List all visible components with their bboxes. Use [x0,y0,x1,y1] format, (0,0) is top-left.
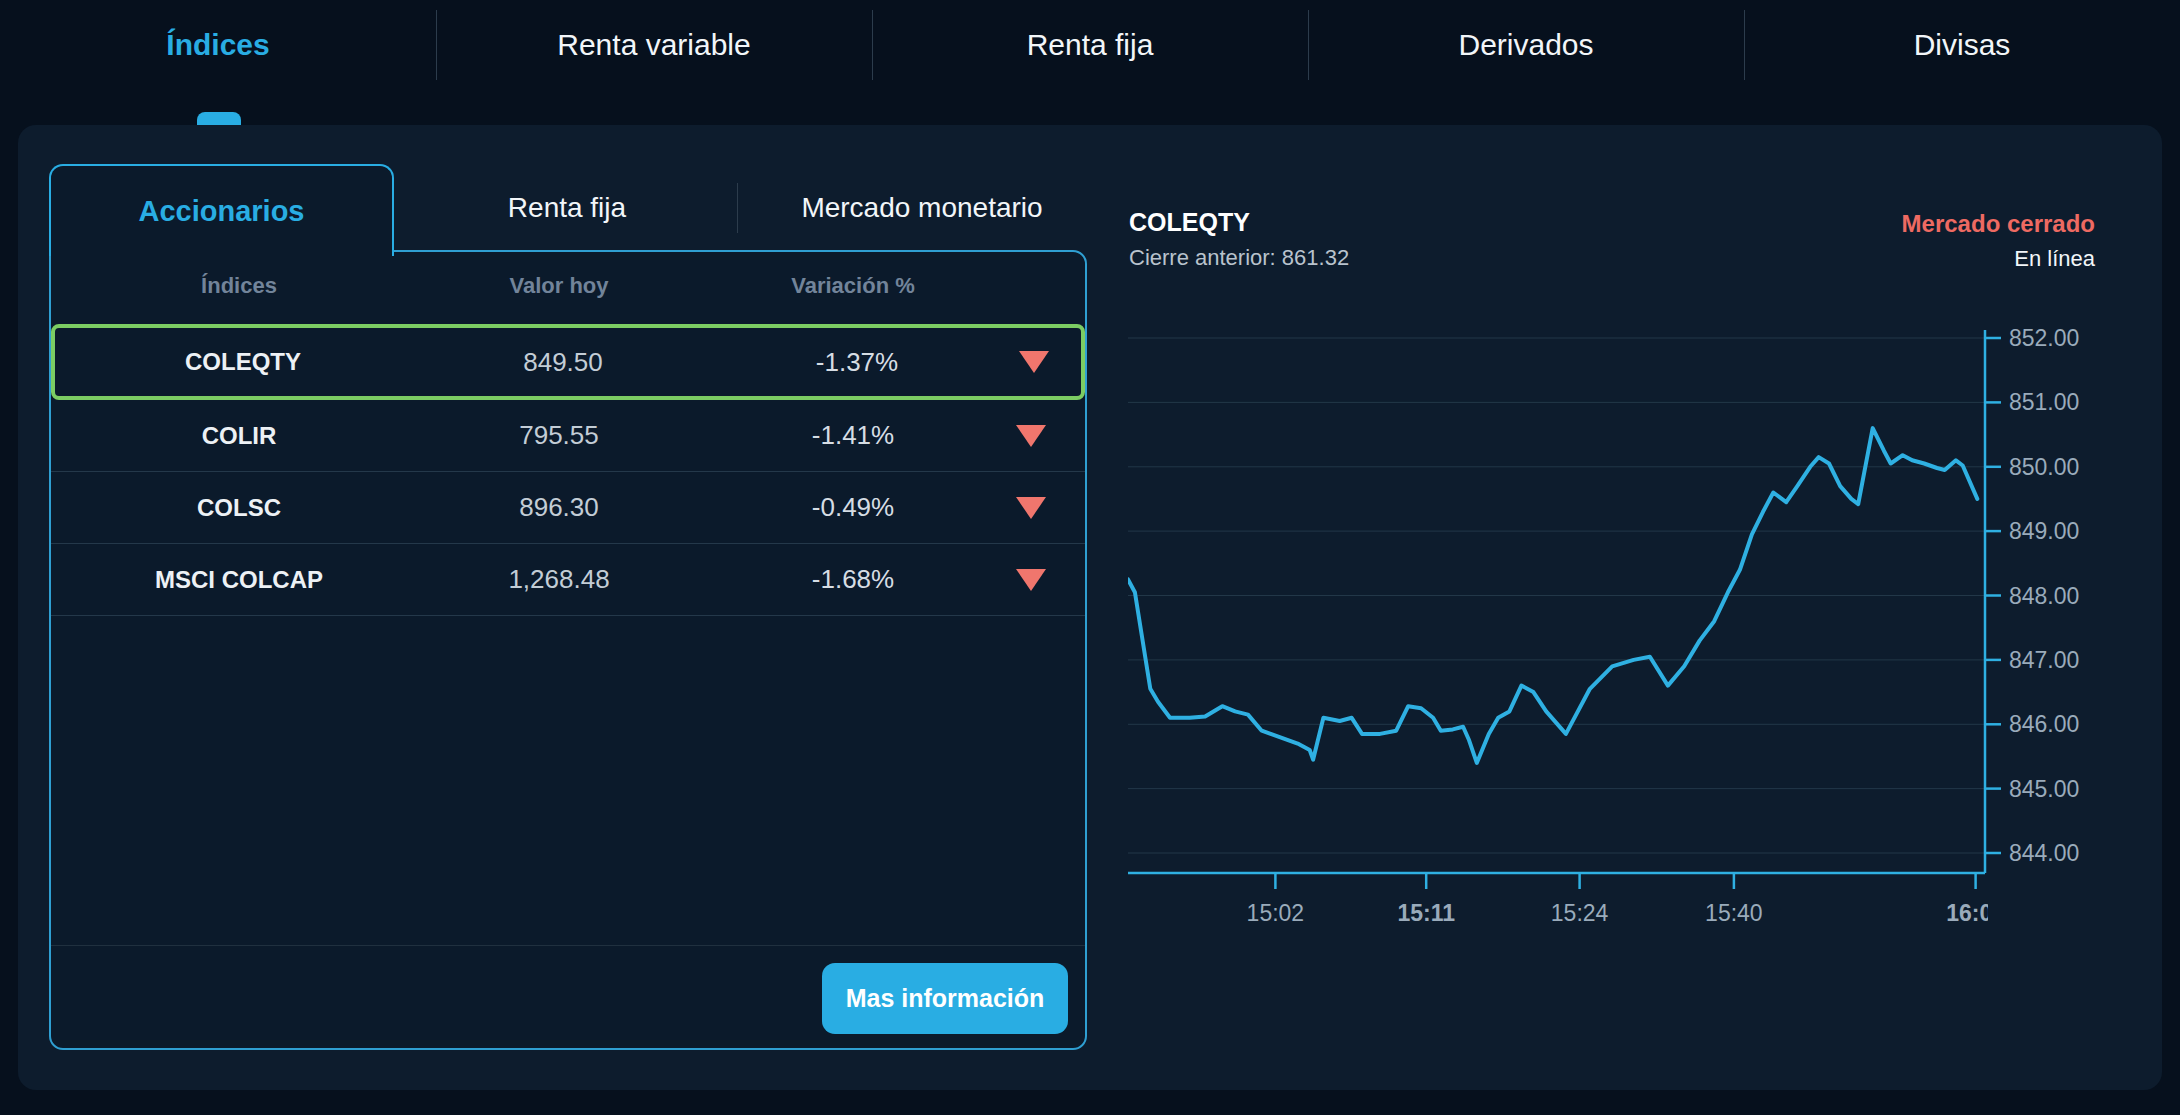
nav-separator [872,10,873,80]
app-root: Índices Renta variable Renta fija Deriva… [0,0,2180,1115]
svg-text:848.00: 848.00 [2009,583,2079,609]
footer-separator [51,945,1085,946]
active-nav-indicator [197,112,241,126]
online-link[interactable]: En línea [2014,246,2095,272]
price-chart: 852.00 851.00 850.00 849.00 848.00 847.00 846.… [1128,326,2162,966]
down-arrow-icon [1015,425,1085,447]
index-change: -1.68% [691,564,1015,595]
price-chart-svg: 852.00 851.00 850.00 849.00 848.00 847.00 846.… [1128,326,2162,966]
down-arrow-icon [1015,497,1085,519]
table-header-row: Índices Valor hoy Variación % [51,262,1085,310]
nav-item-derivados[interactable]: Derivados [1308,0,1744,90]
previous-close-label: Cierre anterior: 861.32 [1129,245,1349,271]
market-status-badge: Mercado cerrado [1902,210,2095,238]
index-change: -0.49% [691,492,1015,523]
svg-text:845.00: 845.00 [2009,776,2079,802]
column-header-valor-hoy: Valor hoy [427,273,691,299]
tab-mercado-monetario[interactable]: Mercado monetario [757,180,1087,235]
down-arrow-icon [1019,351,1087,373]
detail-index-title: COLEQTY [1129,208,1250,237]
indices-table-card: Índices Valor hoy Variación % COLEQTY 84… [49,250,1087,1050]
table-row-colsc[interactable]: COLSC 896.30 -0.49% [51,472,1085,544]
main-panel: Accionarios Renta fija Mercado monetario… [18,125,2162,1090]
index-name: COLIR [51,422,427,450]
nav-item-indices[interactable]: Índices [0,0,436,90]
index-change: -1.41% [691,420,1015,451]
tab-separator [737,183,738,233]
table-row-colir[interactable]: COLIR 795.55 -1.41% [51,400,1085,472]
more-info-button[interactable]: Mas información [822,963,1068,1034]
svg-text:844.00: 844.00 [2009,840,2079,866]
column-header-variacion: Variación % [691,273,1015,299]
down-arrow-icon [1015,569,1085,591]
index-value: 1,268.48 [427,564,691,595]
nav-item-renta-variable[interactable]: Renta variable [436,0,872,90]
table-row-coleqty[interactable]: COLEQTY 849.50 -1.37% [51,324,1085,400]
index-change: -1.37% [695,347,1019,378]
tab-renta-fija[interactable]: Renta fija [462,180,672,235]
svg-text:847.00: 847.00 [2009,647,2079,673]
nav-separator [1744,10,1745,80]
svg-text:852.00: 852.00 [2009,326,2079,351]
svg-text:15:11: 15:11 [1397,900,1455,926]
svg-text:15:40: 15:40 [1705,900,1763,926]
svg-text:16:00: 16:00 [1946,900,2005,926]
top-navigation: Índices Renta variable Renta fija Deriva… [0,0,2180,90]
index-value: 896.30 [427,492,691,523]
svg-text:846.00: 846.00 [2009,711,2079,737]
svg-text:15:24: 15:24 [1551,900,1609,926]
nav-item-divisas[interactable]: Divisas [1744,0,2180,90]
svg-text:15:02: 15:02 [1247,900,1305,926]
nav-item-renta-fija[interactable]: Renta fija [872,0,1308,90]
svg-text:849.00: 849.00 [2009,518,2079,544]
index-name: COLEQTY [55,348,431,376]
table-row-msci-colcap[interactable]: MSCI COLCAP 1,268.48 -1.68% [51,544,1085,616]
index-name: MSCI COLCAP [51,566,427,594]
column-header-indices: Índices [51,273,427,299]
nav-separator [1308,10,1309,80]
svg-text:851.00: 851.00 [2009,389,2079,415]
nav-separator [436,10,437,80]
svg-text:850.00: 850.00 [2009,454,2079,480]
index-name: COLSC [51,494,427,522]
index-value: 849.50 [431,347,695,378]
index-value: 795.55 [427,420,691,451]
tab-accionarios[interactable]: Accionarios [49,164,394,256]
